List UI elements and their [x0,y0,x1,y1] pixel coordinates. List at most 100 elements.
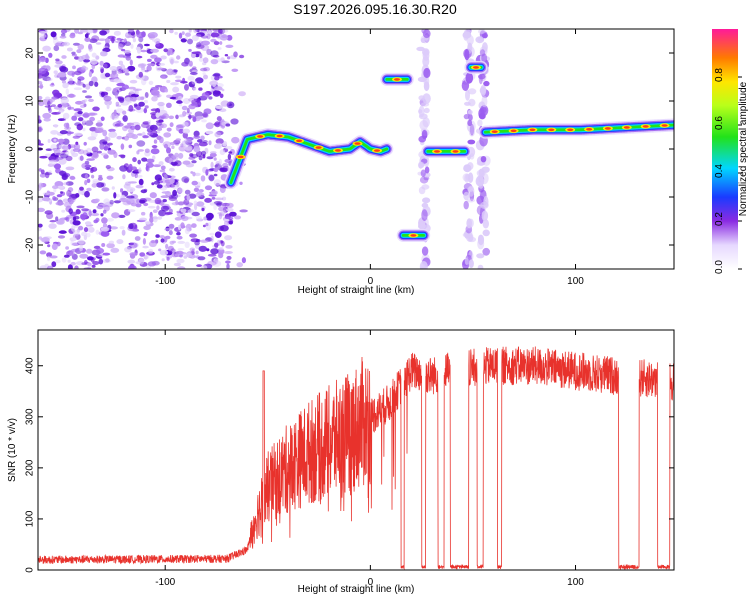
noise-speckle-dot [211,196,216,200]
noise-speckle-dot [190,153,199,159]
noise-speckle-dot [142,245,149,249]
noise-speckle-dot [202,140,208,144]
noise-speckle-dot [197,256,206,261]
noise-speckle-dot [203,108,212,115]
noise-speckle-dot [130,93,139,98]
vertical-smear-dot [462,232,470,238]
noise-speckle-dot [113,109,117,117]
noise-speckle-dot [143,233,147,237]
noise-speckle-dot [73,87,83,91]
noise-speckle-dot [172,189,178,197]
noise-speckle-dot [128,144,133,149]
vertical-smear-dot [464,173,470,183]
noise-speckle-dot [68,78,74,85]
noise-speckle-dot [69,251,75,256]
noise-speckle-dot [38,80,43,85]
noise-speckle-dot [96,204,104,210]
noise-speckle-dot [214,164,218,168]
noise-speckle-dot [178,152,184,159]
hotspot-core [296,139,303,143]
noise-speckle-dot [86,248,93,254]
vertical-smear-dot [468,259,474,268]
noise-speckle-dot [153,180,161,185]
noise-speckle-dot [220,57,225,62]
noise-speckle-dot [214,242,219,248]
noise-speckle-dot [127,265,137,269]
noise-speckle-dot [61,257,67,263]
vertical-smear-dot [468,98,476,107]
noise-speckle-dot [162,199,167,203]
noise-speckle-dot [54,124,58,128]
x-tick-label: 100 [567,577,584,588]
noise-speckle-dot [218,247,224,251]
noise-speckle-dot [160,165,166,171]
noise-speckle-dot [177,224,181,231]
noise-speckle-dot [148,119,152,125]
noise-speckle-dot [143,225,151,231]
noise-speckle-dot [136,96,142,101]
noise-speckle-dot [132,228,140,232]
noise-speckle-dot [176,194,181,198]
noise-speckle-dot [181,215,189,222]
noise-speckle-dot [88,43,93,50]
noise-speckle-dot [95,229,100,235]
noise-speckle-dot [94,81,99,87]
noise-speckle-dot [177,240,186,244]
noise-speckle-dot [38,67,47,75]
noise-speckle-dot [97,120,102,124]
noise-speckle-dot [130,125,136,130]
snr-axes: -100 0 100 0 100 200 300 400 [25,330,674,588]
noise-speckle-dot [64,217,68,220]
hotspot-core [586,128,593,131]
noise-speckle-dot [151,155,156,160]
noise-speckle-dot [214,121,221,128]
noise-speckle-dot [97,176,103,181]
noise-speckle-dot [48,223,57,229]
noise-speckle-dot [202,72,206,76]
noise-speckle-dot [103,146,109,151]
noise-speckle-dot [137,159,141,165]
noise-speckle-dot [129,242,138,249]
noise-speckle-dot [170,82,179,86]
noise-speckle-dot [135,184,144,189]
noise-speckle-dot [103,204,110,212]
noise-speckle-dot [169,141,176,146]
noise-speckle-dot [195,115,204,120]
noise-speckle-dot [144,148,150,154]
noise-speckle-dot [162,141,172,148]
x-tick-label: 0 [368,276,374,287]
noise-speckle-dot [88,71,92,78]
colorbar-label: Normalized spectral amplitude [738,81,749,216]
noise-speckle-dot [108,131,118,138]
y-tick-label: -10 [25,189,36,204]
y-tick-label: 10 [25,95,36,107]
noise-speckle-dot [85,53,89,60]
noise-speckle-dot [115,104,122,108]
noise-speckle-dot [130,43,134,49]
noise-speckle-dot [51,96,58,100]
noise-speckle-dot [184,84,189,91]
noise-speckle-dot [118,154,126,157]
noise-speckle-dot [81,262,87,265]
noise-speckle-dot [185,163,195,168]
noise-speckle-dot [209,202,215,206]
noise-speckle-dot [55,216,59,221]
noise-speckle-dot [79,253,89,259]
noise-speckle-dot [209,152,217,158]
hotspot-core [276,134,283,138]
noise-speckle-dot [84,174,89,179]
noise-speckle-dot [226,207,234,212]
noise-speckle-dot [89,127,98,132]
noise-speckle-dot [214,231,222,238]
vertical-smear-dot [421,184,430,190]
noise-speckle-dot [86,187,92,192]
noise-speckle-dot [170,58,174,65]
noise-speckle-dot [195,239,201,243]
noise-speckle-dot [174,79,183,83]
noise-speckle-dot [144,254,150,259]
noise-speckle-dot [80,104,86,108]
noise-speckle-dot [75,100,84,105]
noise-speckle-dot [172,86,180,93]
noise-speckle-dot [96,150,102,154]
noise-speckle-dot [207,30,212,36]
